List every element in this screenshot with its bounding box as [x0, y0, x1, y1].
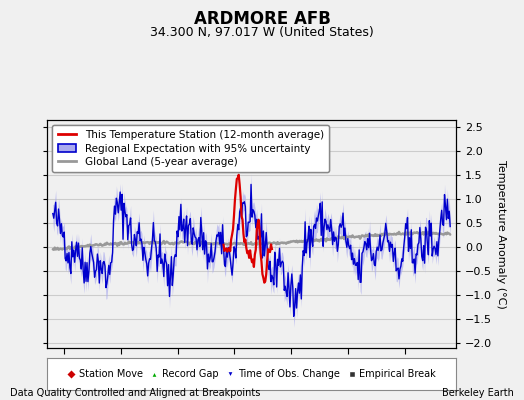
- Text: Data Quality Controlled and Aligned at Breakpoints: Data Quality Controlled and Aligned at B…: [10, 388, 261, 398]
- Text: 34.300 N, 97.017 W (United States): 34.300 N, 97.017 W (United States): [150, 26, 374, 39]
- Legend: Station Move, Record Gap, Time of Obs. Change, Empirical Break: Station Move, Record Gap, Time of Obs. C…: [64, 366, 439, 382]
- Text: ARDMORE AFB: ARDMORE AFB: [193, 10, 331, 28]
- Y-axis label: Temperature Anomaly (°C): Temperature Anomaly (°C): [496, 160, 506, 308]
- Text: Berkeley Earth: Berkeley Earth: [442, 388, 514, 398]
- Legend: This Temperature Station (12-month average), Regional Expectation with 95% uncer: This Temperature Station (12-month avera…: [52, 125, 329, 172]
